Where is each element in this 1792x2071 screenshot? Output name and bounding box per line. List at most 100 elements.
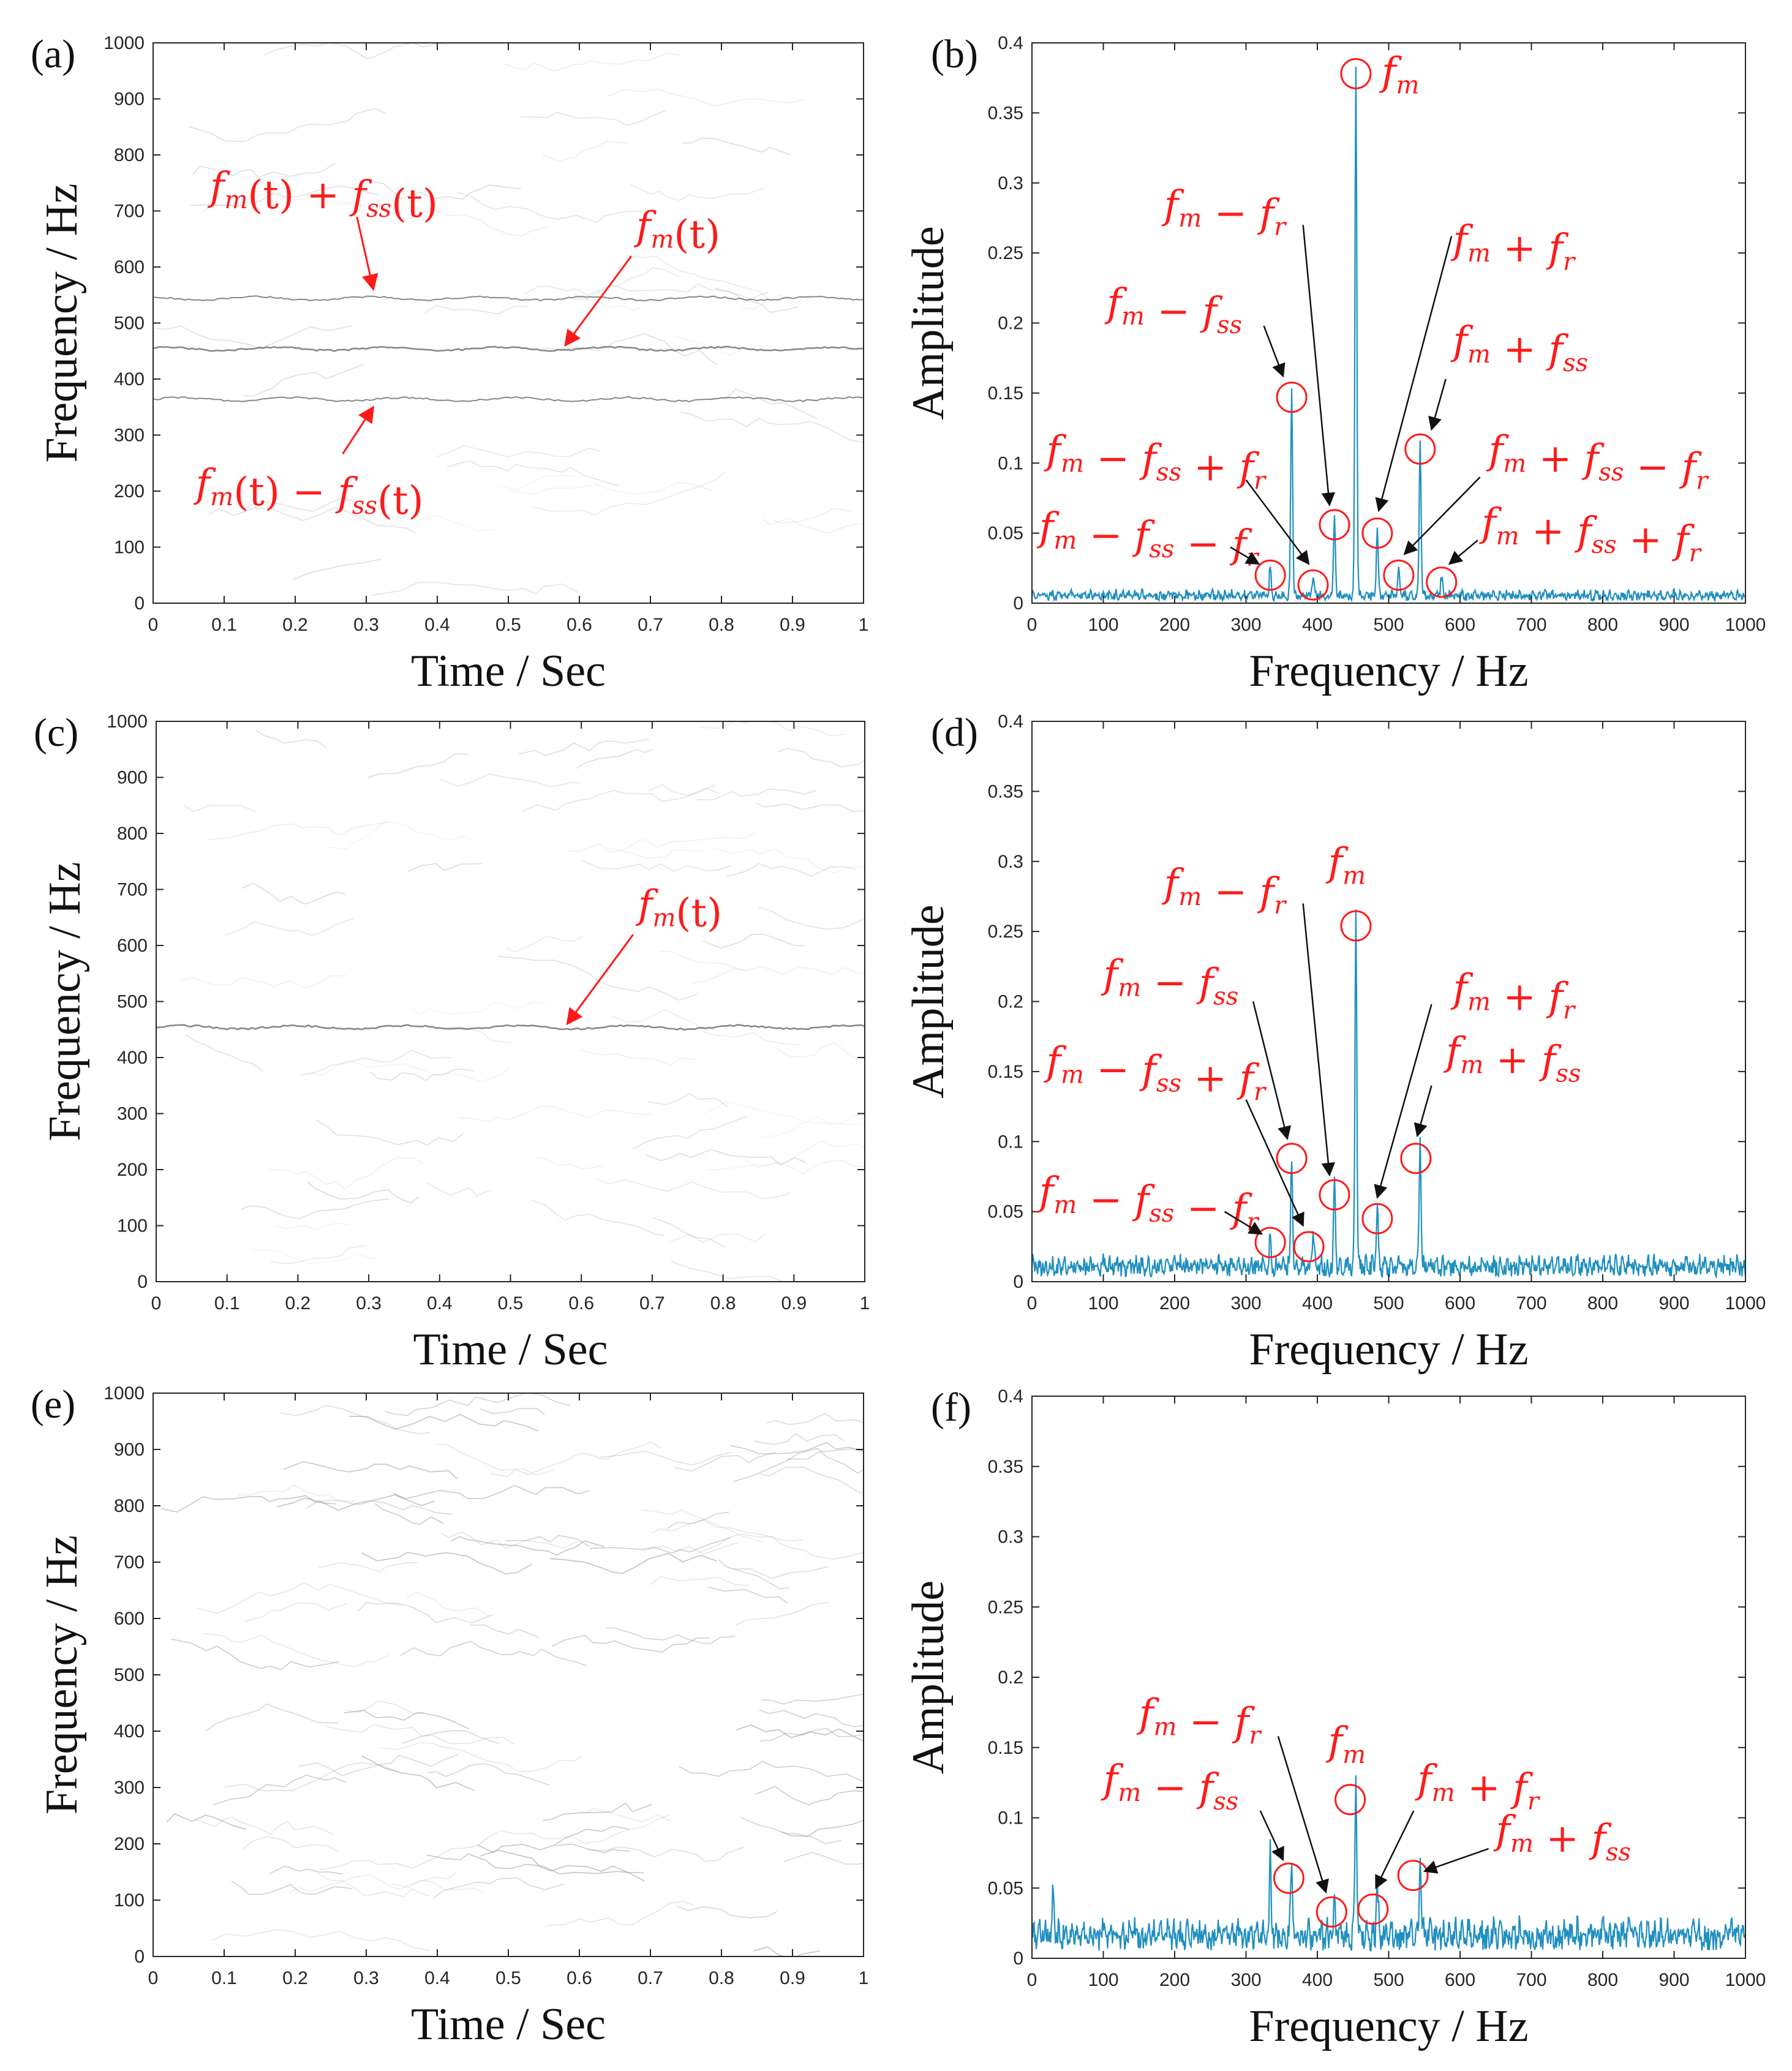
y-tick-label: 0.2 bbox=[998, 992, 1023, 1012]
tf-content bbox=[160, 1393, 864, 1956]
y-tick-label: 100 bbox=[117, 1216, 148, 1236]
math-subscript: m bbox=[1496, 522, 1519, 551]
tf-noise-ridge bbox=[361, 1552, 532, 1575]
annotation-label: fm − fss bbox=[1101, 1757, 1239, 1816]
x-tick-label: 0.1 bbox=[211, 1968, 237, 1988]
tf-noise-ridge bbox=[167, 1813, 247, 1830]
tf-noise-ridge bbox=[361, 1755, 475, 1791]
y-tick-label: 0.25 bbox=[988, 243, 1023, 263]
y-tick-label: 100 bbox=[114, 538, 145, 558]
math-operator: (t) bbox=[676, 890, 722, 936]
x-tick-label: 700 bbox=[1516, 615, 1546, 635]
tf-noise-ridge bbox=[373, 181, 521, 200]
math-operator: + bbox=[1181, 445, 1239, 490]
y-tick-label: 700 bbox=[114, 1552, 145, 1573]
peak-marker-circle bbox=[1361, 1203, 1393, 1235]
tf-noise-ridge bbox=[407, 863, 482, 873]
y-tick-label: 0.35 bbox=[988, 781, 1023, 802]
math-subscript: r bbox=[1249, 1721, 1262, 1750]
tf-noise-ridge bbox=[696, 788, 817, 800]
tf-noise-ridge bbox=[451, 1536, 605, 1556]
math-operator: − bbox=[1084, 1047, 1142, 1092]
peak-marker-circle bbox=[1319, 509, 1350, 541]
tf-noise-ridge bbox=[424, 305, 529, 315]
tf-noise-ridge bbox=[625, 255, 768, 298]
math-operator: + bbox=[1181, 1056, 1239, 1101]
x-tick-label: 0.8 bbox=[709, 615, 734, 635]
x-tick-label: 600 bbox=[1445, 1970, 1475, 1990]
math-subscript: m bbox=[1503, 449, 1526, 478]
math-subscript: m bbox=[1118, 974, 1141, 1002]
tf-noise-ridge bbox=[289, 1871, 457, 1894]
math-subscript: r bbox=[1527, 1787, 1541, 1816]
peak-marker-circle bbox=[1340, 910, 1372, 942]
spectrum-line bbox=[1031, 66, 1747, 603]
tf-noise-ridge bbox=[679, 1761, 864, 1783]
tf-noise-ridge bbox=[755, 1786, 864, 1806]
tf-noise-ridge bbox=[762, 517, 864, 534]
panel-c: 0 0.1 0.2 0.3 0.4 0.5 0.6 0.7 0.8 0.9 1 0 100 200 300 4… bbox=[34, 710, 870, 1375]
math-subscript: m bbox=[1061, 449, 1084, 478]
math-subscript: m bbox=[1460, 1051, 1483, 1079]
x-tick-label: 0 bbox=[1027, 615, 1037, 635]
tf-noise-ridge bbox=[316, 1119, 464, 1146]
tf-noise-ridge bbox=[732, 1566, 829, 1579]
tf-noise-ridge bbox=[581, 860, 731, 872]
tf-noise-ridge bbox=[505, 1535, 590, 1547]
annotation-arrow bbox=[1302, 903, 1336, 1177]
tf-noise-ridge bbox=[608, 847, 706, 859]
tf-noise-ridge bbox=[666, 1511, 729, 1529]
tf-noise-ridge bbox=[584, 1808, 671, 1823]
tf-noise-ridge bbox=[682, 137, 791, 156]
tf-noise-ridge bbox=[670, 1260, 784, 1282]
math-subscript: m bbox=[224, 186, 247, 214]
x-tick-label: 0.8 bbox=[710, 1293, 736, 1314]
tf-noise-ridge bbox=[345, 1701, 426, 1715]
x-tick-label: 1 bbox=[860, 1293, 870, 1314]
tf-noise-ridge bbox=[676, 1905, 778, 1919]
tf-noise-ridge bbox=[610, 1009, 799, 1046]
tf-noise-ridge bbox=[192, 162, 336, 179]
math-subscript: ss bbox=[1156, 458, 1181, 486]
tf-noise-ridge bbox=[702, 934, 805, 949]
annotation-label: fm + fss + fr bbox=[1479, 500, 1703, 568]
tf-noise-ridge bbox=[440, 773, 581, 787]
tf-noise-ridge bbox=[370, 1068, 474, 1081]
annotation: fm + fss + fr bbox=[1426, 500, 1703, 598]
annotation: fm bbox=[1325, 840, 1372, 942]
math-subscript: m bbox=[1053, 1191, 1077, 1219]
tf-noise-ridge bbox=[642, 1509, 764, 1543]
tf-noise-ridge bbox=[669, 1233, 765, 1243]
tf-noise-ridge bbox=[506, 935, 584, 953]
y-axis-label: Frequency / Hz bbox=[40, 862, 90, 1141]
math-operator: − bbox=[1077, 513, 1134, 558]
math-subscript: m bbox=[1467, 239, 1491, 268]
y-tick-label: 700 bbox=[114, 201, 145, 222]
tf-noise-ridge bbox=[555, 1843, 630, 1854]
tf-noise-ridge bbox=[433, 1877, 565, 1899]
math-subscript: m bbox=[1061, 1061, 1084, 1089]
tf-noise-ridge bbox=[524, 267, 680, 296]
tf-noise-ridge bbox=[702, 1100, 865, 1124]
y-tick-label: 0.05 bbox=[988, 1202, 1023, 1222]
tf-ridge-454 bbox=[156, 1024, 865, 1031]
x-axis-label: Frequency / Hz bbox=[1249, 646, 1528, 696]
math-operator: + bbox=[1526, 436, 1584, 481]
x-tick-label: 0 bbox=[148, 1968, 159, 1988]
x-tick-label: 0.8 bbox=[709, 1968, 734, 1988]
x-tick-label: 0.5 bbox=[495, 1968, 521, 1988]
tf-noise-ridge bbox=[766, 1413, 864, 1426]
annotation-label: fm − fr bbox=[1162, 861, 1288, 920]
math-subscript: m bbox=[1342, 862, 1366, 890]
math-subscript: ss bbox=[1592, 531, 1617, 559]
y-tick-label: 0.1 bbox=[998, 1808, 1023, 1829]
tf-content bbox=[153, 43, 864, 596]
x-tick-label: 0.4 bbox=[424, 1968, 450, 1988]
annotation-label: fm + fr bbox=[1450, 966, 1576, 1025]
x-tick-label: 0.5 bbox=[495, 615, 521, 635]
annotation: fm − fss + fr bbox=[1044, 427, 1329, 601]
tf-noise-ridge bbox=[436, 1443, 555, 1476]
y-tick-label: 0 bbox=[1013, 1949, 1023, 1969]
tf-noise-ridge bbox=[267, 1157, 424, 1190]
